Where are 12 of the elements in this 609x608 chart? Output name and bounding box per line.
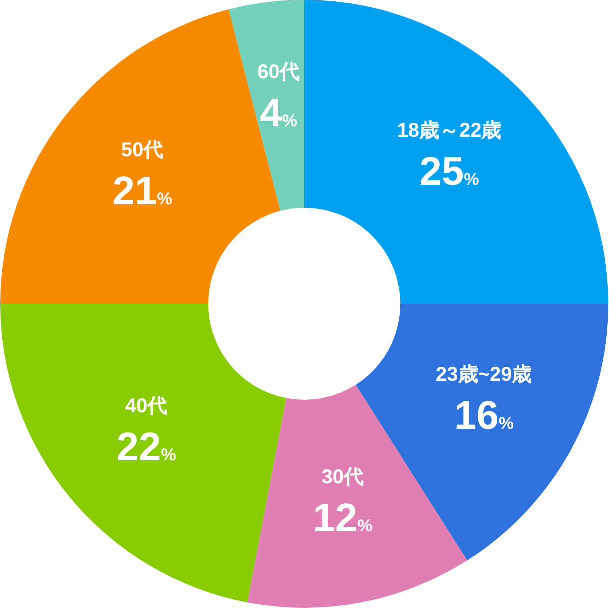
data-label: 22%	[116, 426, 176, 470]
slice-label: 30代	[322, 466, 364, 488]
data-label: 21%	[112, 169, 172, 214]
slice-label: 50代	[121, 139, 164, 162]
slice-label: 18歳～22歳	[397, 120, 502, 142]
slice-label: 40代	[125, 396, 168, 418]
slice-label: 23歳~29歳	[436, 364, 532, 386]
data-label: 25%	[420, 150, 480, 194]
data-label: 4%	[260, 92, 298, 136]
slice-label: 60代	[258, 62, 300, 84]
data-label: 12%	[313, 496, 373, 540]
data-label: 16%	[454, 394, 514, 438]
